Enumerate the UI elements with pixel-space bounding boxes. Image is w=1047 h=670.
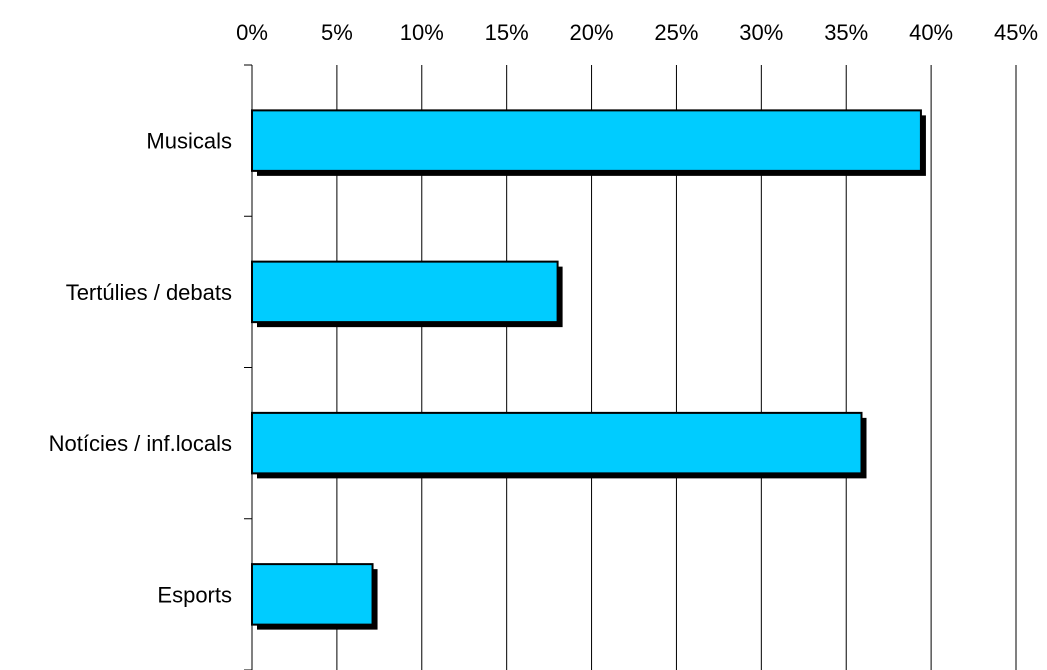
bar xyxy=(251,109,922,172)
bar xyxy=(251,563,374,626)
x-tick-label: 15% xyxy=(485,20,529,45)
category-labels: Musicals Tertúlies / debats Notícies / inf… xyxy=(49,129,232,608)
category-label: Esports xyxy=(157,582,232,607)
x-tick-label: 35% xyxy=(824,20,868,45)
x-tick-label: 45% xyxy=(994,20,1038,45)
x-tick-label: 25% xyxy=(654,20,698,45)
category-label: Notícies / inf.locals xyxy=(49,431,232,456)
x-tick-label: 20% xyxy=(570,20,614,45)
category-label: Tertúlies / debats xyxy=(66,280,232,305)
x-tick-label: 0% xyxy=(236,20,268,45)
x-tick-label: 30% xyxy=(739,20,783,45)
x-tick-label: 5% xyxy=(321,20,353,45)
bar xyxy=(251,260,559,324)
x-axis-tick-labels: 0% 5% 10% 15% 20% 25% 30% 35% 40% 45% xyxy=(236,20,1038,45)
x-tick-label: 40% xyxy=(909,20,953,45)
bar xyxy=(251,411,863,475)
category-label: Musicals xyxy=(146,129,232,154)
bars xyxy=(251,109,926,630)
x-tick-label: 10% xyxy=(400,20,444,45)
